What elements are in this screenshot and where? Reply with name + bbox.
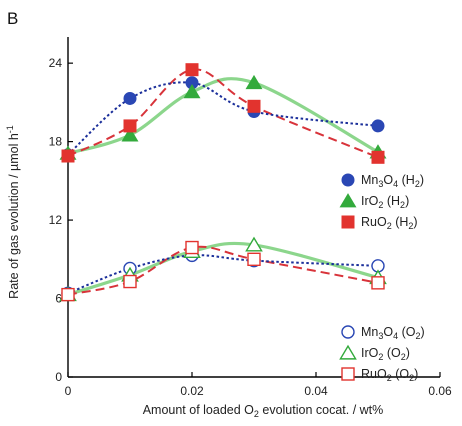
x-axis-label: Amount of loaded O2 evolution cocat. / w… [143,403,384,419]
legend: Mn3O4 (H2) IrO2 (H2) RuO2 (H2) Mn3O4 (O2) Ir… [339,173,425,383]
y-axis-label: Rate of gas evolution / µmol h-1 [5,125,21,299]
legend-entry: Mn3O4 (O2) [361,325,425,341]
legend-triangle-icon [339,344,357,360]
legend-triangle-icon [339,193,357,208]
triangle-point [183,84,201,99]
x-tick-label: 0.02 [180,384,204,398]
y-tick-label: 12 [49,213,63,227]
square-point [371,150,385,164]
square-point [185,240,199,255]
triangle-point [245,236,263,252]
legend-circle-icon [341,173,355,187]
legend-square-icon [341,367,355,381]
y-tick-label: 6 [55,292,62,306]
series-curve [67,81,379,156]
panel-label: B [7,9,18,28]
x-tick-label: 0 [65,384,72,398]
square-point [371,276,385,290]
trend-curves [66,68,380,297]
triangle-point [121,127,139,142]
data-markers [59,63,387,302]
square-point [61,287,75,302]
triangle-point [245,74,263,90]
legend-entry: IrO2 (O2) [361,346,410,362]
y-tick-label: 24 [49,56,63,70]
legend-entry: IrO2 (H2) [361,194,409,210]
series-curve [66,77,380,155]
x-tick-label: 0.06 [428,384,452,398]
legend-square-icon [341,215,355,229]
x-tick-label: 0.04 [304,384,328,398]
series-curve [67,245,379,296]
legend-entry: RuO2 (H2) [361,215,418,231]
square-point [247,99,261,113]
axes: 0 6 12 18 24 0 0.02 0.04 0.06 [49,37,452,398]
circle-point [371,119,385,133]
circle-point [123,91,137,105]
square-point [123,119,137,133]
square-point [61,149,75,163]
square-point [185,63,199,77]
y-tick-label: 18 [49,135,63,149]
square-point [123,274,137,289]
series-curve [67,68,379,159]
series-curve [67,254,379,295]
legend-entry: Mn3O4 (H2) [361,173,424,189]
square-point [247,252,261,267]
legend-circle-icon [341,325,355,339]
legend-entry: RuO2 (O2) [361,367,418,383]
y-tick-label: 0 [55,370,62,384]
